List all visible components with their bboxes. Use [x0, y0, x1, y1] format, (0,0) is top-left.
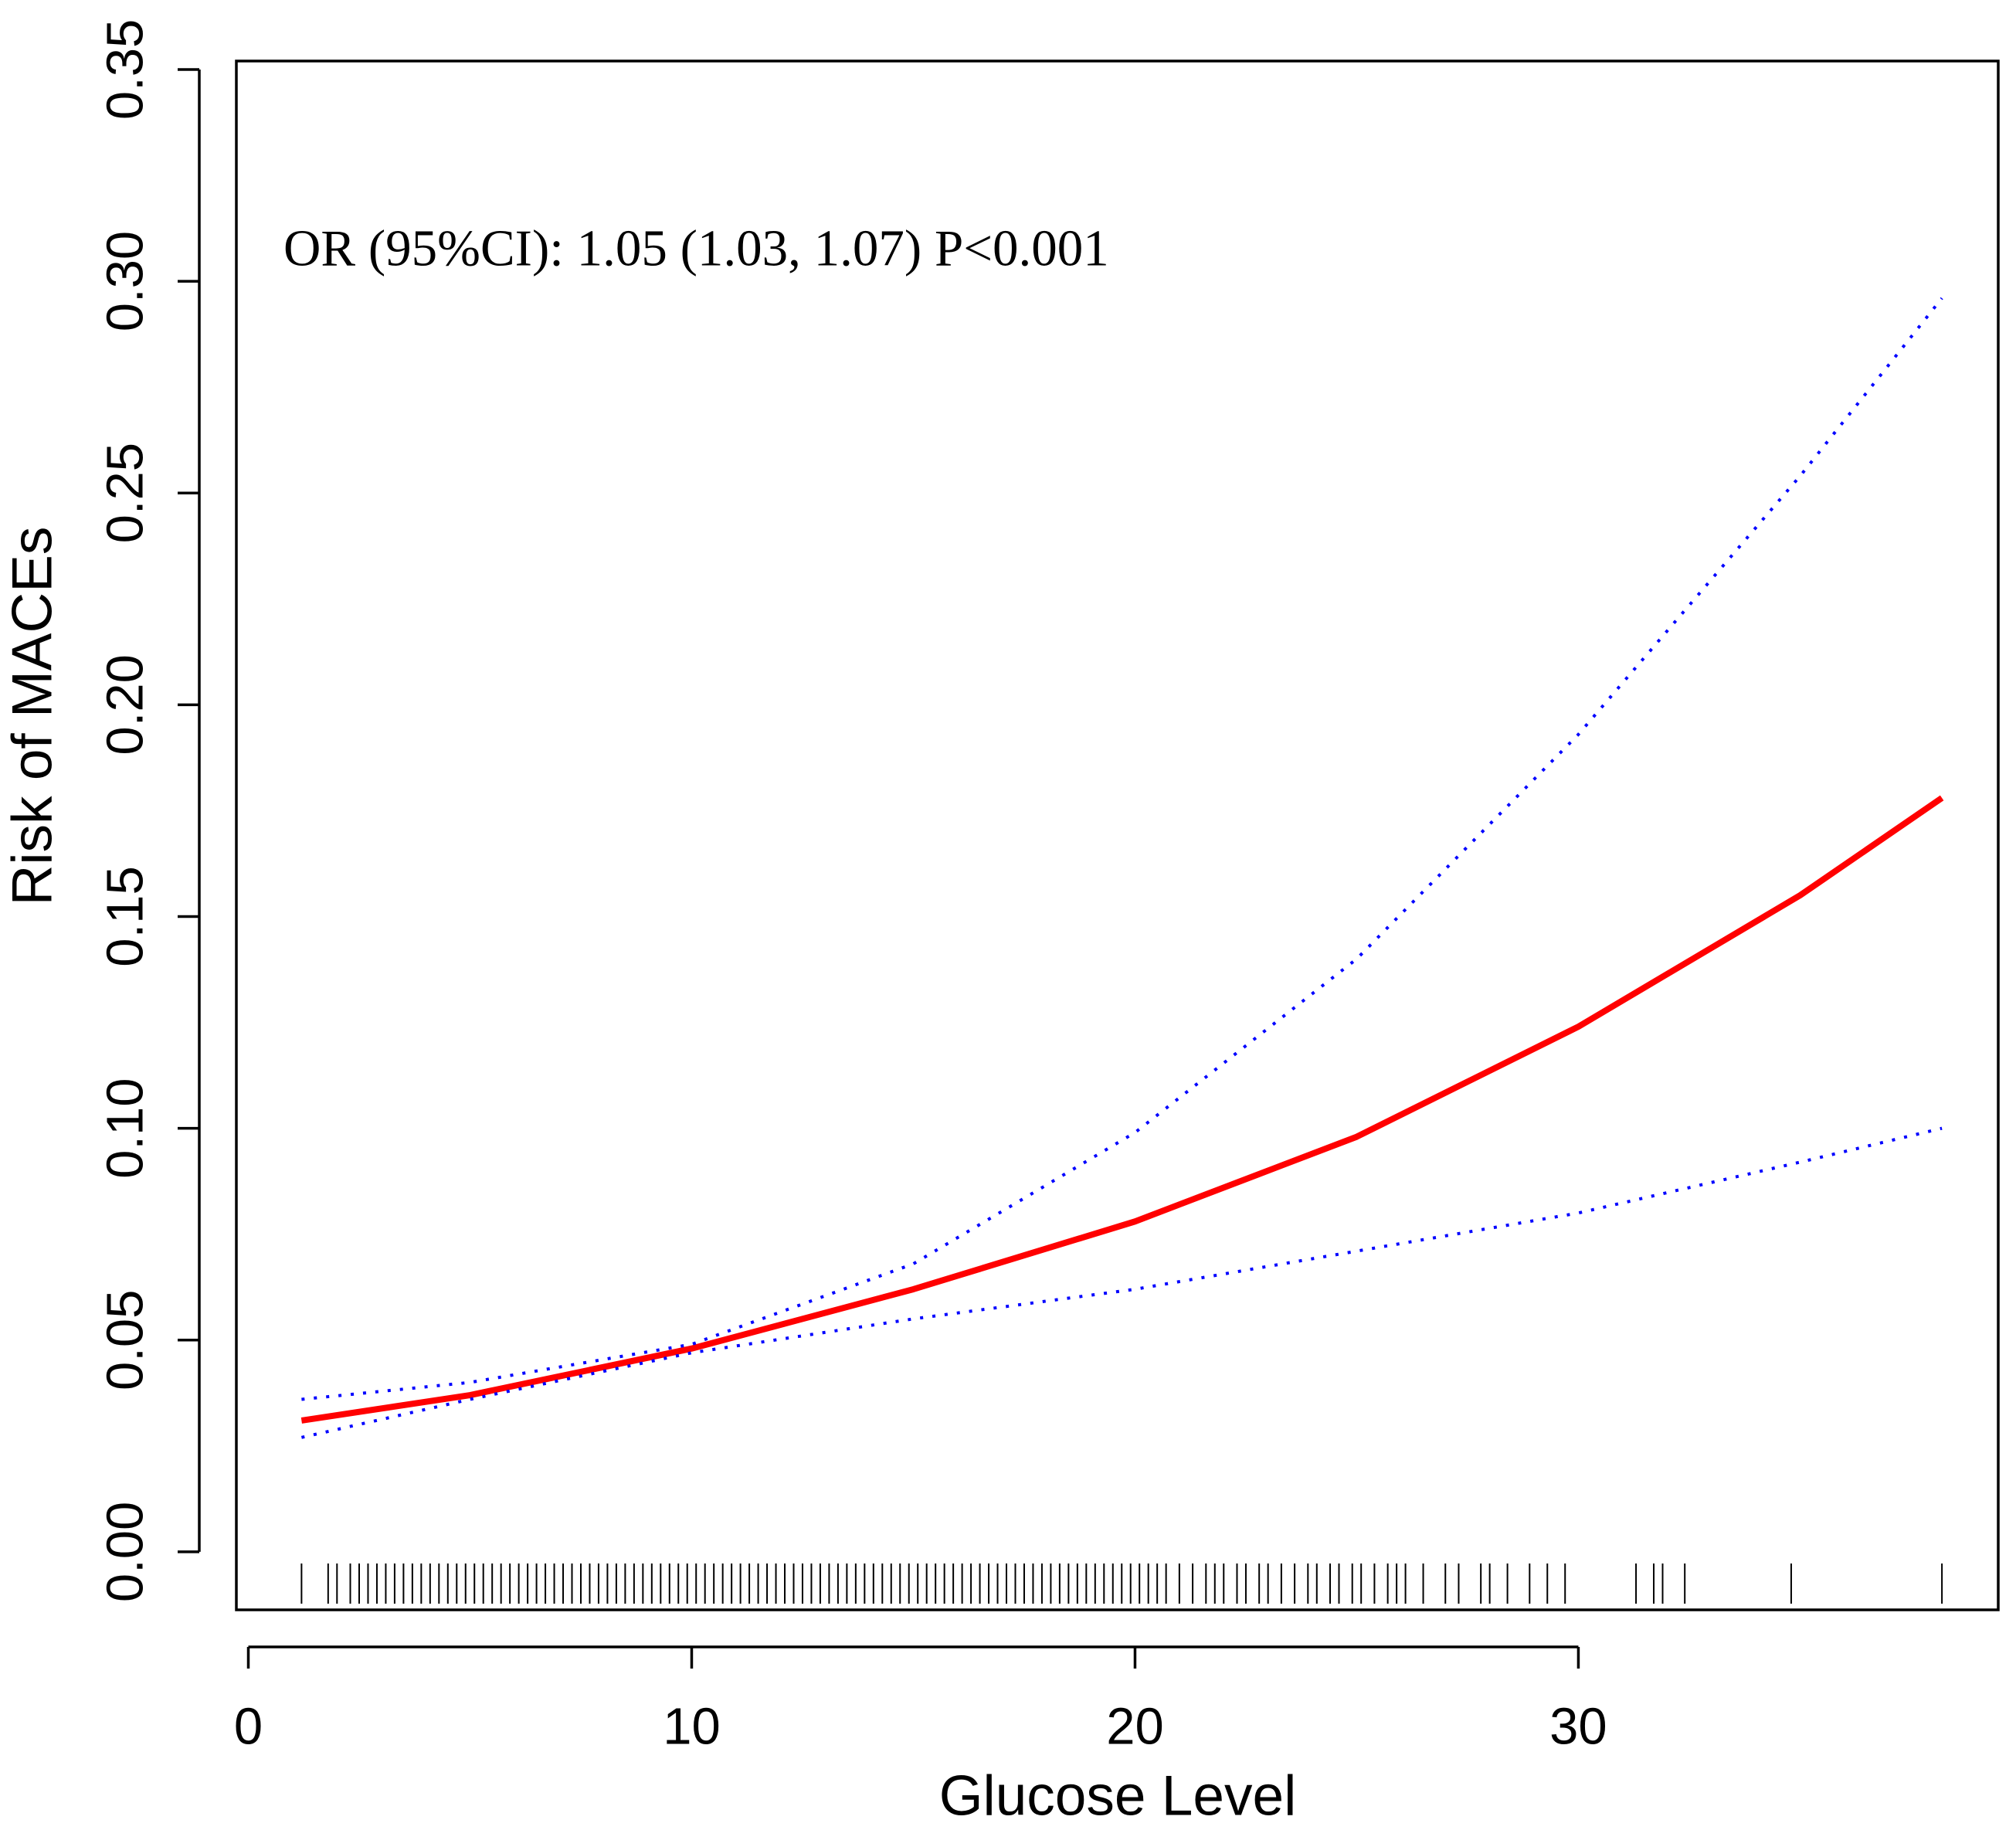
- y-tick-label: 0.10: [97, 1078, 154, 1178]
- y-tick-label: 0.30: [97, 231, 154, 331]
- fit-line: [300, 795, 1944, 1424]
- plot-box: [235, 59, 2000, 1611]
- x-tick-label: 0: [234, 1698, 263, 1756]
- y-tick-label: 0.05: [97, 1290, 154, 1390]
- annotation: OR (95%CI): 1.05 (1.03, 1.07) P<0.001: [283, 219, 1109, 277]
- y-tick-label: 0.15: [97, 866, 154, 966]
- x-tick-label: 20: [1106, 1698, 1164, 1756]
- ci-line: [301, 297, 1943, 1401]
- x-tick-label: 30: [1549, 1698, 1607, 1756]
- y-tick-label: 0.20: [97, 654, 154, 755]
- y-tick-label: 0.35: [97, 19, 154, 120]
- x-axis-title: Glucose Level: [939, 1764, 1297, 1827]
- x-tick-label: 10: [663, 1698, 721, 1756]
- y-tick-label: 0.25: [97, 443, 154, 543]
- y-tick-label: 0.00: [97, 1502, 154, 1602]
- ci-line: [300, 1126, 1943, 1439]
- y-axis-title: Risk of MACEs: [1, 527, 63, 906]
